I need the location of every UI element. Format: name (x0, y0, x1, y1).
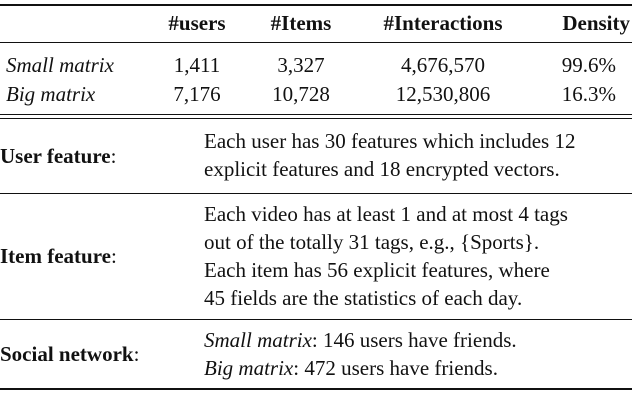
header-users: #users (168, 11, 226, 35)
item-feature-line: Each item has 56 explicit features, wher… (204, 258, 550, 282)
social-network-description: Small matrix: 146 users have friends. Bi… (204, 326, 517, 382)
user-feature-line: Each user has 30 features which includes… (204, 129, 576, 153)
social-network-line-big: Big matrix: 472 users have friends. (204, 354, 517, 382)
big-density: 16.3% (561, 82, 616, 106)
big-interactions: 12,530,806 (395, 82, 491, 106)
item-feature-label: Item feature: (0, 242, 117, 270)
item-feature-title: Item feature (0, 244, 111, 268)
item-feature-line: out of the totally 31 tags, e.g., {Sport… (204, 230, 540, 254)
social-small-matrix-name: Small matrix (204, 328, 312, 352)
stats-bottom-rule-1 (0, 114, 632, 115)
big-items: 10,728 (272, 82, 330, 106)
user-feature-label: User feature: (0, 142, 116, 170)
social-network-label: Social network: (0, 340, 139, 368)
small-interactions: 4,676,570 (401, 53, 485, 77)
user-feature-description: Each user has 30 features which includes… (204, 127, 575, 183)
social-small-matrix-text: : 146 users have friends. (311, 328, 517, 352)
header-interactions: #Interactions (383, 11, 503, 35)
stats-bottom-rule-2 (0, 118, 632, 119)
user-feature-rule (0, 193, 632, 194)
user-feature-line: explicit features and 18 encrypted vecto… (204, 157, 560, 181)
social-network-title: Social network (0, 342, 134, 366)
small-items: 3,327 (277, 53, 325, 77)
social-network-colon: : (133, 342, 140, 366)
small-users: 1,411 (173, 53, 221, 77)
social-big-matrix-text: : 472 users have friends. (293, 356, 498, 380)
user-feature-title: User feature (0, 144, 111, 168)
row-label-small-matrix: Small matrix (6, 53, 114, 77)
item-feature-rule (0, 319, 632, 320)
item-feature-line: Each video has at least 1 and at most 4 … (204, 202, 568, 226)
header-rule (0, 42, 632, 43)
user-feature-colon: : (110, 144, 117, 168)
social-network-line-small: Small matrix: 146 users have friends. (204, 326, 517, 354)
big-users: 7,176 (173, 82, 221, 106)
table-bottom-rule (0, 388, 632, 390)
row-label-big-matrix: Big matrix (6, 82, 96, 106)
item-feature-description: Each video has at least 1 and at most 4 … (204, 200, 568, 312)
header-density: Density (562, 11, 630, 35)
item-feature-line: 45 fields are the statistics of each day… (204, 286, 523, 310)
table-top-rule (0, 4, 632, 6)
small-density: 99.6% (561, 53, 616, 77)
item-feature-colon: : (110, 244, 117, 268)
social-big-matrix-name: Big matrix (204, 356, 294, 380)
header-items: #Items (270, 11, 332, 35)
